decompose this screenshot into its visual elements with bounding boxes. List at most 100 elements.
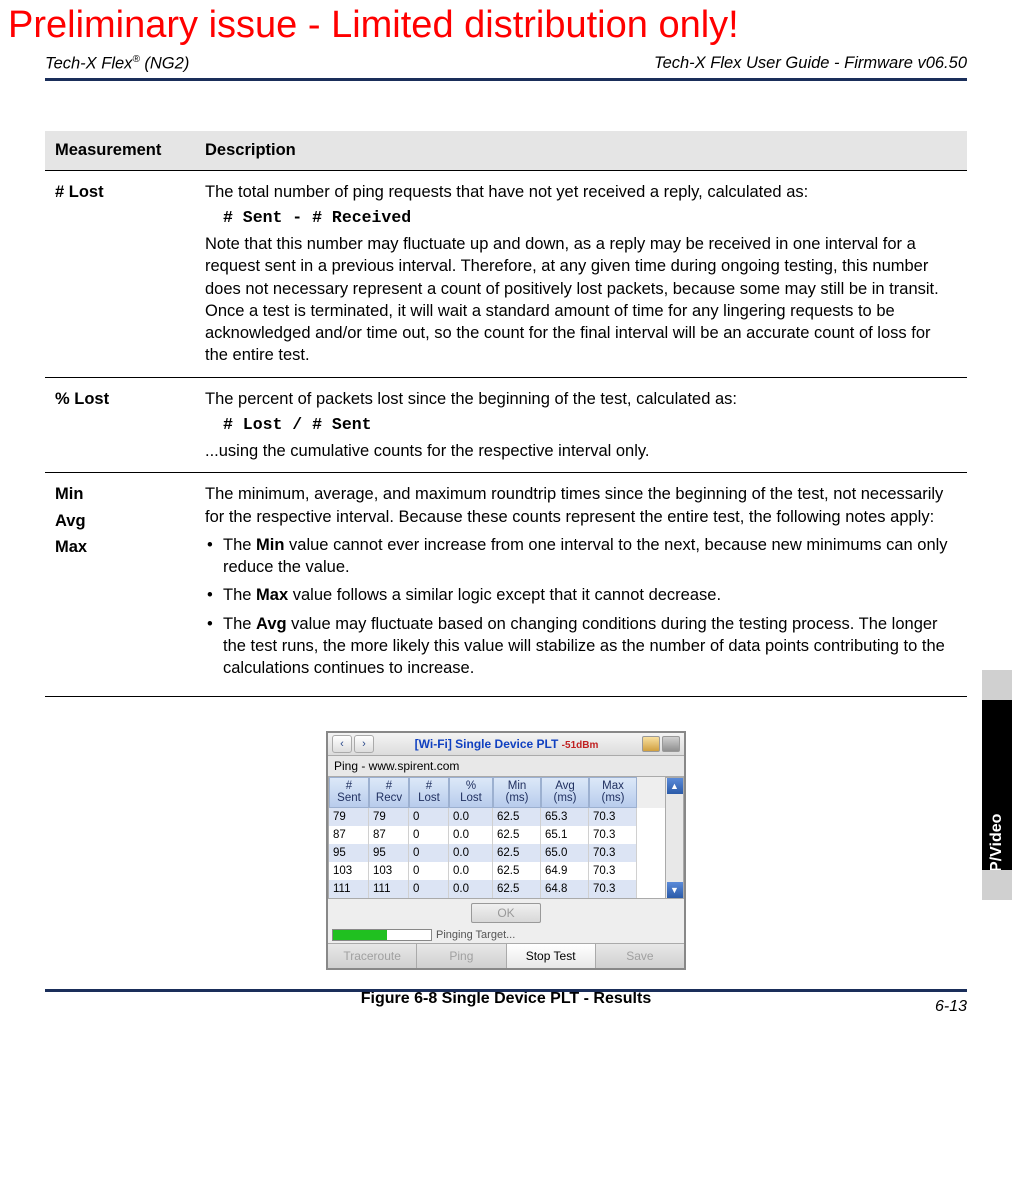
label-max: Max <box>55 536 185 558</box>
col-head: #Lost <box>409 777 449 808</box>
signal-strength: -51dBm <box>562 740 599 751</box>
cell: 103 <box>329 862 369 880</box>
cell: 0 <box>409 826 449 844</box>
progress-text: Pinging Target... <box>436 929 515 941</box>
t: The <box>223 586 256 604</box>
ping-button[interactable]: Ping <box>417 944 506 968</box>
row-desc: The percent of packets lost since the be… <box>195 377 967 473</box>
cell: 70.3 <box>589 862 637 880</box>
desc-text: The minimum, average, and maximum roundt… <box>205 485 943 525</box>
back-button[interactable]: ‹ <box>332 735 352 753</box>
page-footer: 6-13 <box>45 989 967 1016</box>
device-title: [Wi-Fi] Single Device PLT -51dBm <box>376 737 640 751</box>
device-screenshot: ‹ › [Wi-Fi] Single Device PLT -51dBm Pin… <box>326 731 686 970</box>
cell: 103 <box>369 862 409 880</box>
scrollbar[interactable]: ▲ ▼ <box>666 777 684 899</box>
col-description: Description <box>195 131 967 171</box>
header-product: Tech-X Flex <box>45 55 132 73</box>
save-button[interactable]: Save <box>596 944 684 968</box>
cell: 62.5 <box>493 880 541 898</box>
bullet-item: The Min value cannot ever increase from … <box>205 534 957 579</box>
toolbar-icon[interactable] <box>662 736 680 752</box>
t: The <box>223 615 256 633</box>
side-tab-label: IP/Video <box>988 814 1006 877</box>
t: value cannot ever increase from one inte… <box>223 536 948 576</box>
device-subtitle: Ping - www.spirent.com <box>328 756 684 777</box>
row-label: % Lost <box>45 377 195 473</box>
code-formula: # Lost / # Sent <box>223 414 957 436</box>
table-row: % Lost The percent of packets lost since… <box>45 377 967 473</box>
page: Tech-X Flex® (NG2) Tech-X Flex User Guid… <box>0 0 1012 1048</box>
title-text: [Wi-Fi] Single Device PLT <box>415 737 559 751</box>
cell: 65.0 <box>541 844 589 862</box>
table-row: Min Avg Max The minimum, average, and ma… <box>45 473 967 696</box>
grid-row: 10310300.062.564.970.3 <box>329 862 665 880</box>
cell: 70.3 <box>589 808 637 826</box>
grid-body: 797900.062.565.370.3 878700.062.565.170.… <box>329 808 665 898</box>
col-head: Avg(ms) <box>541 777 589 808</box>
header-model: (NG2) <box>140 55 190 73</box>
cell: 0 <box>409 844 449 862</box>
bottom-buttons: Traceroute Ping Stop Test Save <box>328 943 684 968</box>
page-number: 6-13 <box>45 998 967 1016</box>
cell: 0 <box>409 880 449 898</box>
t: value may fluctuate based on changing co… <box>223 615 945 678</box>
col-head: Max(ms) <box>589 777 637 808</box>
progress-bar <box>332 929 432 941</box>
label-avg: Avg <box>55 510 185 532</box>
cell: 0 <box>409 808 449 826</box>
col-head: #Sent <box>329 777 369 808</box>
desc-text: The percent of packets lost since the be… <box>205 390 737 408</box>
t: Avg <box>256 615 287 633</box>
cell: 64.9 <box>541 862 589 880</box>
figure: ‹ › [Wi-Fi] Single Device PLT -51dBm Pin… <box>45 731 967 1008</box>
ok-button[interactable]: OK <box>471 903 541 923</box>
row-label: # Lost <box>45 170 195 377</box>
bullet-item: The Max value follows a similar logic ex… <box>205 584 957 606</box>
col-head: Min(ms) <box>493 777 541 808</box>
cell: 62.5 <box>493 808 541 826</box>
grid-row: 959500.062.565.070.3 <box>329 844 665 862</box>
cell: 70.3 <box>589 826 637 844</box>
label-min: Min <box>55 483 185 505</box>
scroll-up-icon[interactable]: ▲ <box>667 778 683 794</box>
grid-row: 797900.062.565.370.3 <box>329 808 665 826</box>
cell: 95 <box>329 844 369 862</box>
footer-rule <box>45 989 967 992</box>
cell: 111 <box>329 880 369 898</box>
t: value follows a similar logic except tha… <box>288 586 721 604</box>
cell: 79 <box>369 808 409 826</box>
bullet-list: The Min value cannot ever increase from … <box>205 534 957 680</box>
col-measurement: Measurement <box>45 131 195 171</box>
header-left: Tech-X Flex® (NG2) <box>45 54 189 74</box>
cell: 0.0 <box>449 862 493 880</box>
cell: 87 <box>329 826 369 844</box>
cell: 95 <box>369 844 409 862</box>
cell: 65.1 <box>541 826 589 844</box>
traceroute-button[interactable]: Traceroute <box>328 944 417 968</box>
stop-test-button[interactable]: Stop Test <box>507 944 596 968</box>
grid-row: 11111100.062.564.870.3 <box>329 880 665 898</box>
desc-text: Note that this number may fluctuate up a… <box>205 235 939 364</box>
scroll-down-icon[interactable]: ▼ <box>667 882 683 898</box>
cell: 0.0 <box>449 826 493 844</box>
cell: 65.3 <box>541 808 589 826</box>
cell: 87 <box>369 826 409 844</box>
cell: 0.0 <box>449 808 493 826</box>
cell: 79 <box>329 808 369 826</box>
row-label: Min Avg Max <box>45 473 195 696</box>
results-grid: #Sent #Recv #Lost %Lost Min(ms) Avg(ms) … <box>328 777 684 899</box>
forward-button[interactable]: › <box>354 735 374 753</box>
row-desc: The minimum, average, and maximum roundt… <box>195 473 967 696</box>
cell: 0 <box>409 862 449 880</box>
header-right: Tech-X Flex User Guide - Firmware v06.50 <box>654 54 967 74</box>
progress-fill <box>333 930 387 940</box>
side-tab-decor <box>982 670 1012 700</box>
grid-row: 878700.062.565.170.3 <box>329 826 665 844</box>
content: Measurement Description # Lost The total… <box>45 81 967 1008</box>
device-titlebar: ‹ › [Wi-Fi] Single Device PLT -51dBm <box>328 733 684 756</box>
cell: 62.5 <box>493 844 541 862</box>
toolbar-icon[interactable] <box>642 736 660 752</box>
cell: 0.0 <box>449 880 493 898</box>
page-header: Tech-X Flex® (NG2) Tech-X Flex User Guid… <box>45 54 967 74</box>
